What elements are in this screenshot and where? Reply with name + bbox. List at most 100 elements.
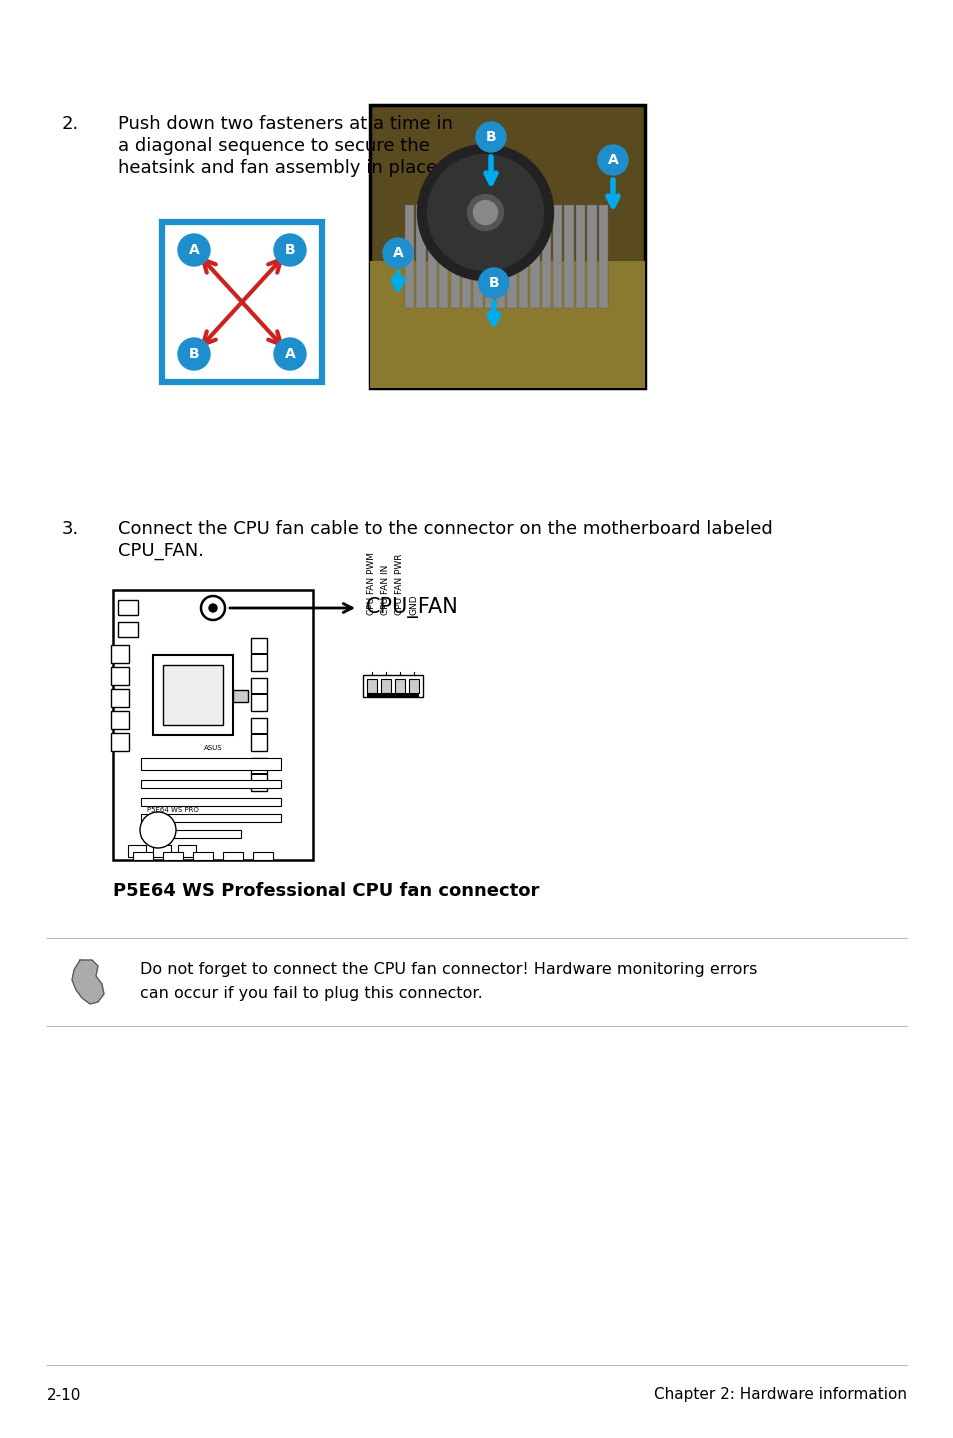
Bar <box>251 693 267 695</box>
Bar <box>370 260 644 388</box>
Text: 3.: 3. <box>62 521 79 538</box>
Bar <box>118 623 138 637</box>
Text: Do not forget to connect the CPU fan connector! Hardware monitoring errors: Do not forget to connect the CPU fan con… <box>140 962 757 976</box>
Bar <box>598 206 607 308</box>
Bar <box>587 206 596 308</box>
Bar <box>370 105 644 388</box>
Text: GND: GND <box>409 594 418 615</box>
Bar <box>367 693 418 697</box>
Bar <box>251 758 267 791</box>
Bar <box>111 733 129 751</box>
Bar <box>450 206 459 308</box>
Circle shape <box>417 145 553 280</box>
Bar <box>152 654 233 735</box>
Circle shape <box>467 194 503 230</box>
Text: ASUS: ASUS <box>204 745 222 751</box>
Bar <box>484 206 494 308</box>
Text: CPU_FAN: CPU_FAN <box>366 598 458 618</box>
Text: B: B <box>284 243 295 257</box>
Bar <box>141 814 281 823</box>
Bar <box>507 206 517 308</box>
Bar <box>496 206 505 308</box>
Bar <box>163 664 223 725</box>
Circle shape <box>382 239 413 267</box>
Text: 2-10: 2-10 <box>47 1388 81 1402</box>
Bar <box>518 206 528 308</box>
Circle shape <box>473 200 497 224</box>
Text: B: B <box>485 129 496 144</box>
Bar <box>427 206 436 308</box>
Circle shape <box>201 595 225 620</box>
Text: a diagonal sequence to secure the: a diagonal sequence to secure the <box>118 137 429 155</box>
Bar <box>233 690 248 702</box>
Bar <box>251 733 267 735</box>
Bar <box>111 667 129 684</box>
Bar <box>564 206 573 308</box>
Text: P5E64 WS Professional CPU fan connector: P5E64 WS Professional CPU fan connector <box>112 881 538 900</box>
Bar <box>251 653 267 654</box>
Bar <box>541 206 551 308</box>
Circle shape <box>178 338 210 370</box>
Text: CPU FAN IN: CPU FAN IN <box>381 565 390 615</box>
Bar <box>152 846 171 857</box>
Text: Chapter 2: Hardware information: Chapter 2: Hardware information <box>654 1388 906 1402</box>
Polygon shape <box>71 961 104 1004</box>
Bar <box>251 774 267 775</box>
Bar <box>111 646 129 663</box>
Text: heatsink and fan assembly in place.: heatsink and fan assembly in place. <box>118 160 442 177</box>
Text: 2.: 2. <box>62 115 79 132</box>
Bar <box>141 779 281 788</box>
Bar <box>461 206 471 308</box>
Bar <box>363 674 422 697</box>
Bar <box>530 206 539 308</box>
Circle shape <box>274 234 306 266</box>
Circle shape <box>598 145 627 175</box>
Bar <box>163 851 183 860</box>
Circle shape <box>209 604 216 613</box>
Bar <box>473 206 482 308</box>
Bar <box>251 638 267 672</box>
Text: A: A <box>393 246 403 260</box>
Text: CPU FAN PWR: CPU FAN PWR <box>395 554 404 615</box>
Bar <box>141 758 281 769</box>
Text: B: B <box>189 347 199 361</box>
Bar <box>132 851 152 860</box>
Text: A: A <box>189 243 199 257</box>
Bar <box>438 206 448 308</box>
Circle shape <box>478 267 508 298</box>
Bar <box>251 718 267 751</box>
Text: A: A <box>607 152 618 167</box>
Bar <box>576 206 584 308</box>
Text: can occur if you fail to plug this connector.: can occur if you fail to plug this conne… <box>140 986 482 1001</box>
Bar <box>112 590 313 860</box>
Bar <box>223 851 243 860</box>
Bar <box>367 679 376 693</box>
Bar <box>178 846 195 857</box>
Bar <box>251 677 267 710</box>
Bar <box>111 689 129 707</box>
Bar <box>395 679 405 693</box>
Bar <box>553 206 561 308</box>
Bar <box>118 600 138 615</box>
Text: Connect the CPU fan cable to the connector on the motherboard labeled: Connect the CPU fan cable to the connect… <box>118 521 772 538</box>
Text: P5E64 WS PRO: P5E64 WS PRO <box>147 807 198 812</box>
Circle shape <box>427 154 543 270</box>
Circle shape <box>178 234 210 266</box>
Bar <box>162 221 322 383</box>
Bar <box>111 710 129 729</box>
Text: CPU_FAN.: CPU_FAN. <box>118 542 204 559</box>
Text: CPU FAN PWM: CPU FAN PWM <box>367 552 376 615</box>
Text: B: B <box>488 276 498 290</box>
Bar <box>416 206 425 308</box>
Text: Push down two fasteners at a time in: Push down two fasteners at a time in <box>118 115 453 132</box>
Bar <box>128 846 146 857</box>
Bar <box>405 206 414 308</box>
Bar <box>141 798 281 807</box>
Circle shape <box>274 338 306 370</box>
Circle shape <box>140 812 175 848</box>
Bar <box>380 679 391 693</box>
Text: A: A <box>284 347 295 361</box>
Bar <box>141 830 241 838</box>
Bar <box>409 679 418 693</box>
Circle shape <box>476 122 505 152</box>
